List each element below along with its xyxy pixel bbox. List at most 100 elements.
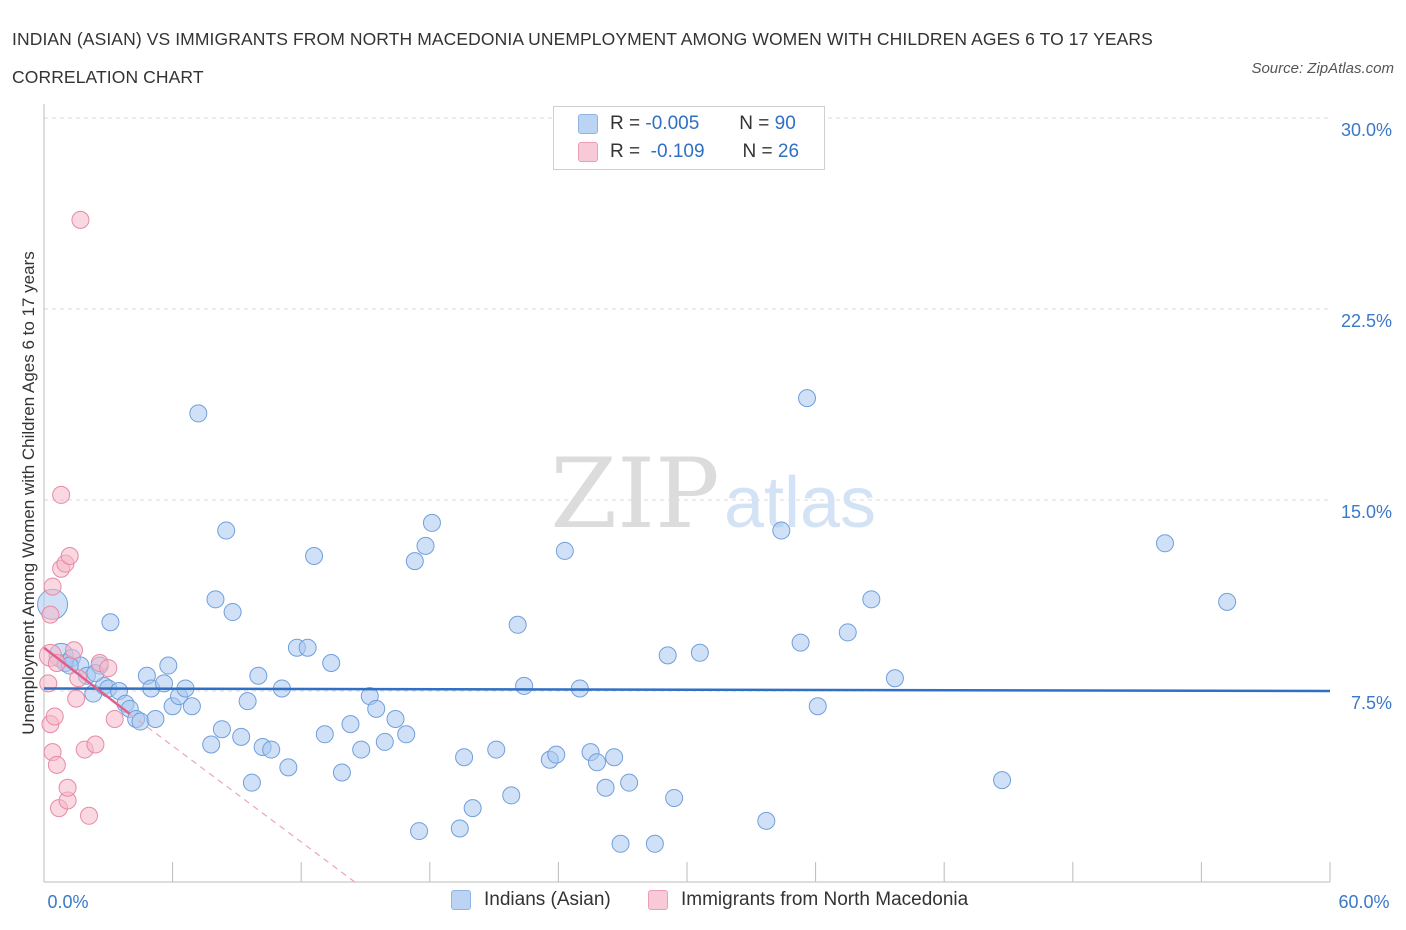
data-point-indians [450,819,469,838]
trend-lines [43,646,1331,883]
data-point-macedonia [52,485,71,504]
data-point-indians [645,834,664,853]
legend-n-value: 90 [774,113,796,134]
data-point-indians [791,633,810,652]
data-point-indians [242,773,261,792]
y-tick-label: 30.0% [1341,120,1392,140]
legend-r-value: -0.109 [650,141,705,162]
data-point-macedonia [86,735,105,754]
data-point-indians [315,725,334,744]
data-point-indians [862,590,881,609]
source-label: Source: ZipAtlas.com [1251,60,1394,77]
legend-swatch-pink-icon [648,890,668,910]
data-point-macedonia [41,605,60,624]
data-point-indians [798,389,817,408]
data-point-indians [416,536,435,555]
data-point-macedonia [99,659,118,678]
data-point-indians [658,646,677,665]
trend-line-indians [43,687,1331,693]
data-point-indians [508,615,527,634]
data-point-indians [502,786,521,805]
data-point-indians [182,697,201,716]
data-point-indians [690,643,709,662]
legend-item-indians[interactable]: Indians (Asian) [451,889,611,911]
y-tick-label: 7.5% [1351,693,1392,713]
data-point-indians [223,603,242,622]
legend-r-value: -0.005 [645,113,700,134]
data-point-indians [555,541,574,560]
data-point-indians [238,692,257,711]
legend-r-label: R = [610,113,641,134]
legend-label-macedonia: Immigrants from North Macedonia [681,889,969,910]
data-point-indians [212,720,231,739]
watermark-atlas: atlas [724,463,876,543]
axes [43,104,1331,883]
data-point-macedonia [58,778,77,797]
y-tick-label: 22.5% [1341,311,1392,331]
legend-n-label: N = [742,141,773,162]
inset-legend: R = -0.005 N = 90 R = -0.109 N = 26 [553,106,825,170]
data-point-indians [1218,592,1237,611]
data-point-indians [352,740,371,759]
data-point-indians [611,834,630,853]
data-point-indians [838,623,857,642]
data-point-indians [146,710,165,729]
data-point-indians [587,753,606,772]
legend-row-macedonia: R = -0.109 N = 26 [578,139,799,165]
data-point-macedonia [69,669,88,688]
data-point-indians [249,666,268,685]
trend-line-macedonia-extension [129,713,356,883]
data-point-macedonia [67,689,86,708]
data-point-macedonia [60,547,79,566]
data-point-indians [455,748,474,767]
data-point-indians [322,653,341,672]
data-point-indians [367,699,386,718]
legend-row-indians: R = -0.005 N = 90 [578,111,796,137]
data-point-macedonia [43,577,62,596]
data-point-indians [422,513,441,532]
data-point-indians [298,638,317,657]
tick-labels: 7.5% 15.0% 22.5% 30.0% 0.0% 60.0% [47,120,1392,912]
data-point-indians [885,669,904,688]
data-point-indians [405,552,424,571]
y-tick-label: 15.0% [1341,502,1392,522]
data-point-indians [463,799,482,818]
legend-item-macedonia[interactable]: Immigrants from North Macedonia [648,889,968,911]
data-point-indians [515,676,534,695]
legend-label-indians: Indians (Asian) [484,889,611,910]
data-point-indians [332,763,351,782]
legend-swatch-blue-icon [578,114,598,134]
x-tick-label-max: 60.0% [1338,892,1389,912]
series-indians-points [37,389,1237,853]
data-point-indians [101,613,120,632]
data-point-indians [620,773,639,792]
data-point-indians [279,758,298,777]
data-point-indians [547,745,566,764]
data-point-indians [487,740,506,759]
data-point-indians [993,771,1012,790]
data-point-macedonia [80,806,99,825]
data-point-indians [217,521,236,540]
data-point-indians [596,778,615,797]
data-point-macedonia [47,755,66,774]
data-point-macedonia [71,210,90,229]
legend-swatch-blue-icon [451,890,471,910]
data-point-indians [262,740,281,759]
x-tick-label-min: 0.0% [47,892,88,912]
trend-line-macedonia [43,646,131,715]
legend-n-label: N = [739,113,770,134]
data-point-indians [386,710,405,729]
legend-swatch-pink-icon [578,142,598,162]
data-point-indians [232,727,251,746]
data-point-indians [202,735,221,754]
data-point-indians [305,547,324,566]
data-point-indians [772,521,791,540]
data-point-indians [1155,534,1174,553]
data-point-indians [189,404,208,423]
chart-title: INDIAN (ASIAN) VS IMMIGRANTS FROM NORTH … [12,29,1153,87]
data-point-indians [605,748,624,767]
data-point-indians [341,715,360,734]
series-macedonia-points [38,210,124,825]
data-point-indians [665,788,684,807]
